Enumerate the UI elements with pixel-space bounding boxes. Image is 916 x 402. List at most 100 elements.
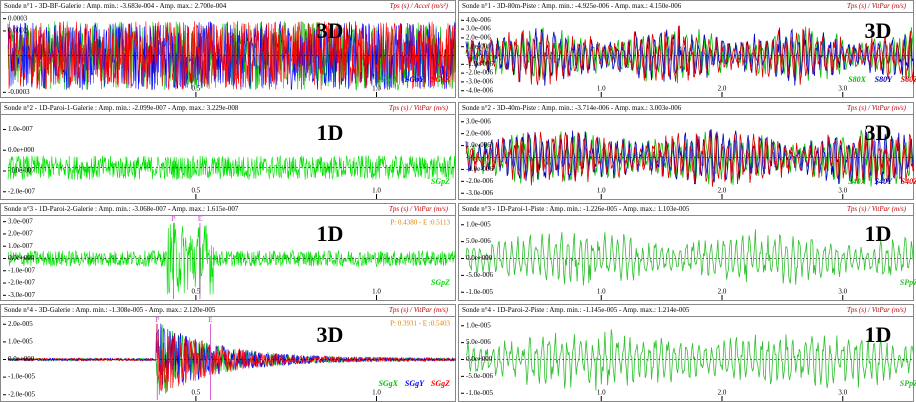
waveform — [465, 129, 914, 185]
legend-entry: SGgX — [378, 379, 398, 388]
y-tick-label: -1.0e-005 — [8, 373, 36, 381]
y-tick-label: 0.0e+000 — [8, 355, 35, 363]
y-tick-label: -1.0e-005 — [466, 288, 494, 296]
y-tick-label: 1.0e-007 — [8, 242, 33, 250]
badge: 3D — [865, 18, 892, 43]
y-tick-label: -1.0e-006 — [466, 165, 494, 173]
legend-entry: SGpZ — [431, 177, 450, 186]
waveform — [465, 26, 914, 84]
y-tick-label: 1.0e-005 — [466, 220, 491, 228]
plot — [7, 21, 456, 91]
waveform — [465, 329, 914, 391]
panel-title: Sonde n°2 - 3D-40m-Piste : Amp. min.: -3… — [462, 104, 682, 112]
unit-label: Tps (s) / Accel (m/s²) — [390, 2, 449, 10]
badge: 3D — [865, 120, 892, 145]
badge: 1D — [317, 120, 344, 145]
y-tick-label: 2.0e-005 — [8, 320, 33, 328]
x-tick-label: 3.0 — [838, 85, 847, 93]
panel-title: Sonde n°3 - 1D-Paroi-1-Piste : Amp. min.… — [462, 205, 690, 213]
legend-entry: SGoY — [405, 75, 425, 84]
legend-entry: S40X — [848, 177, 866, 186]
y-tick-label: 2.0e-006 — [466, 129, 491, 137]
panel-frame — [458, 203, 914, 301]
y-tick-label: -1.0e-005 — [466, 389, 494, 397]
unit-label: Tps (s) / VitPar (m/s) — [389, 104, 449, 112]
panel: Sonde n°3 - 1D-Paroi-2-Galerie : Amp. mi… — [0, 203, 456, 301]
y-tick-label: 1.0e-006 — [466, 42, 491, 50]
y-tick-label: -1.0e-007 — [8, 266, 36, 274]
plot — [7, 222, 456, 295]
panel: Sonde n°2 - 3D-40m-Piste : Amp. min.: -3… — [458, 102, 916, 200]
x-tick-label: 1.0 — [597, 288, 606, 296]
waveform — [465, 229, 914, 286]
x-tick-label: 0.5 — [191, 187, 200, 195]
y-tick-label: -2.0e-007 — [8, 279, 36, 287]
y-tick-label: 0.0003 — [8, 14, 28, 22]
legend-entry: S40Y — [875, 177, 893, 186]
picks: P: 0.4380 - E :0.5113 — [390, 219, 450, 227]
unit-label: Tps (s) / VitPar (m/s) — [847, 306, 907, 314]
y-tick-label: 2.0e-006 — [466, 34, 491, 42]
y-tick-label: 0.0e+000 — [8, 146, 35, 154]
legend-entry: SGgY — [405, 379, 425, 388]
x-tick-label: 3.0 — [838, 288, 847, 296]
pick-label: E — [208, 316, 212, 324]
waveform — [7, 21, 456, 90]
panel-frame — [458, 304, 914, 402]
y-tick-label: -2.0e-006 — [466, 69, 494, 77]
plot — [465, 229, 914, 286]
plot — [465, 25, 914, 86]
y-tick-label: 3.0e-007 — [8, 217, 33, 225]
waveform — [7, 155, 456, 180]
y-tick-label: 1.0e-006 — [466, 141, 491, 149]
y-tick-label: -0.0003 — [8, 88, 30, 96]
pick-label: P — [155, 316, 159, 324]
y-tick-label: -1.0e-006 — [466, 60, 494, 68]
y-tick-label: 3.0e-006 — [466, 25, 491, 33]
x-tick-label: 1.0 — [597, 389, 606, 397]
unit-label: Tps (s) / VitPar (m/s) — [847, 104, 907, 112]
panel-title: Sonde n°2 - 1D-Paroi-1-Galerie : Amp. mi… — [4, 104, 239, 112]
x-tick-label: 1.0 — [372, 389, 381, 397]
y-tick-label: 0.0002 — [8, 27, 28, 35]
x-tick-label: 2.0 — [718, 85, 727, 93]
plot — [465, 329, 914, 391]
x-tick-label: 0.5 — [191, 288, 200, 296]
y-tick-label: -3.0e-006 — [466, 189, 494, 197]
y-tick-label: -3.0e-007 — [8, 291, 36, 299]
legend-entry: S40Z — [901, 177, 916, 186]
waveform — [7, 222, 456, 295]
x-tick-label: 2.0 — [718, 389, 727, 397]
unit-label: Tps (s) / VitPar (m/s) — [847, 2, 907, 10]
y-tick-label: -1.0e-007 — [8, 167, 36, 175]
panel: Sonde n°1 - 3D-BF-Galerie : Amp. min.: -… — [0, 0, 456, 98]
y-tick-label: -3.0e-006 — [466, 78, 494, 86]
panel-title: Sonde n°4 - 3D-Galerie : Amp. min.: -1.3… — [4, 306, 216, 314]
x-tick-label: 1.0 — [597, 187, 606, 195]
legend-entry: SGoZ — [431, 75, 450, 84]
unit-label: Tps (s) / VitPar (m/s) — [389, 205, 449, 213]
x-tick-label: 2.0 — [718, 288, 727, 296]
badge: 1D — [865, 221, 892, 246]
y-tick-label: -2.0e-005 — [8, 390, 36, 398]
legend-entry: SGoX — [378, 75, 398, 84]
legend-entry: SPpZ — [900, 379, 916, 388]
panel-frame — [0, 102, 456, 200]
legend-entry: S80Z — [901, 75, 916, 84]
waveform — [465, 128, 914, 187]
legend-entry: S80Y — [875, 75, 893, 84]
panel-title: Sonde n°1 - 3D-BF-Galerie : Amp. min.: -… — [4, 2, 227, 10]
y-tick-label: -2.0e-006 — [466, 177, 494, 185]
panel: Sonde n°1 - 3D-80m-Piste : Amp. min.: -4… — [458, 0, 916, 98]
y-tick-label: -2.0e-007 — [8, 187, 36, 195]
y-tick-label: 2.0e-007 — [8, 230, 33, 238]
y-tick-label: -4.0e-006 — [466, 86, 494, 94]
y-tick-label: 5.0e-006 — [466, 338, 491, 346]
y-tick-label: 1.0e-005 — [466, 321, 491, 329]
y-tick-label: 1.0e-005 — [8, 338, 33, 346]
waveform — [465, 26, 914, 86]
y-tick-label: 0.0e+000 — [8, 254, 35, 262]
badge: 3D — [317, 18, 344, 43]
y-tick-label: 5.0e-006 — [466, 237, 491, 245]
